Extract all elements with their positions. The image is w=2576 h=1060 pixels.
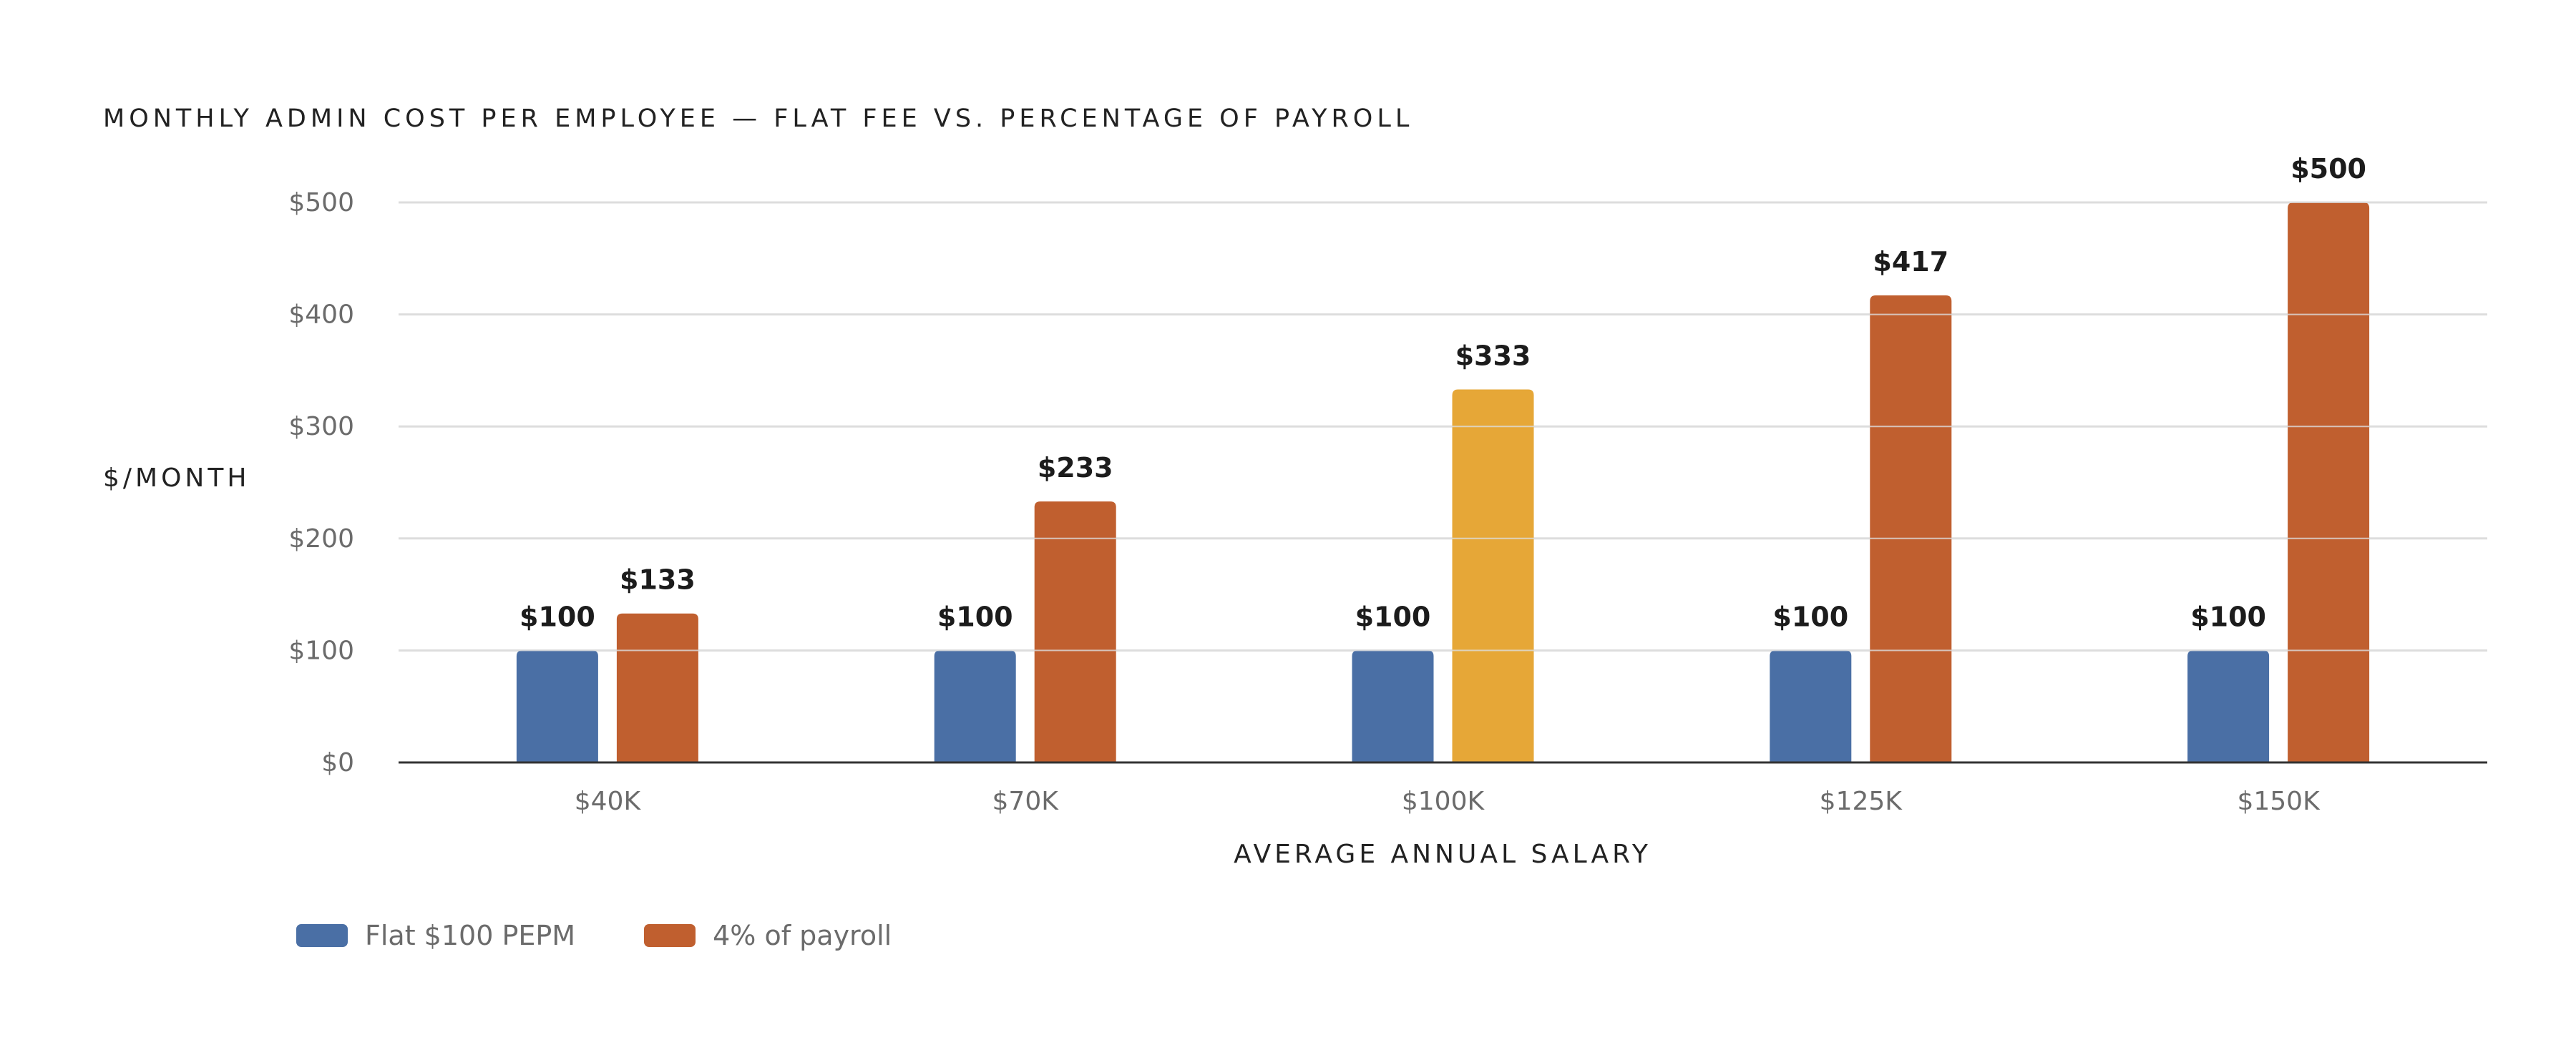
y-tick-label: $400 <box>288 300 354 330</box>
x-tick-label: $70K <box>992 787 1060 816</box>
x-axis-title: AVERAGE ANNUAL SALARY <box>1234 840 1652 869</box>
gridlines-overlay <box>399 202 2487 652</box>
legend-swatch-flat-fee <box>296 924 348 947</box>
legend-label-flat-fee: Flat $100 PEPM <box>365 920 576 951</box>
value-label: $417 <box>1873 246 1948 278</box>
bar <box>1870 295 1952 762</box>
y-tick-label: $300 <box>288 412 354 441</box>
chart-title: MONTHLY ADMIN COST PER EMPLOYEE — FLAT F… <box>103 104 1414 133</box>
bar <box>1770 650 1852 762</box>
value-labels: $100 $133 $100 $233 $100 $333 $100 $417 $100 $500 <box>519 153 2366 632</box>
value-label: $100 <box>937 601 1013 632</box>
value-label: $500 <box>2290 153 2366 185</box>
value-label: $233 <box>1038 452 1113 484</box>
value-label: $100 <box>519 601 595 632</box>
bar <box>2187 650 2270 762</box>
legend: Flat $100 PEPM 4% of payroll <box>296 920 892 951</box>
value-label: $133 <box>620 564 696 596</box>
bar <box>1452 389 1534 762</box>
value-label: $100 <box>1355 601 1431 632</box>
legend-swatch-percent-payroll <box>644 924 696 947</box>
value-label: $100 <box>2190 601 2266 632</box>
y-tick-label: $500 <box>288 188 354 217</box>
x-tick-label: $150K <box>2237 787 2321 816</box>
bar <box>616 613 698 762</box>
y-tick-label: $100 <box>288 636 354 665</box>
legend-item-percent-payroll: 4% of payroll <box>644 920 892 951</box>
y-tick-label: $200 <box>288 524 354 554</box>
y-axis-title: $/MONTH <box>103 463 250 493</box>
bar <box>1352 650 1434 762</box>
x-tick-label: $125K <box>1820 787 1903 816</box>
value-label: $333 <box>1455 340 1531 372</box>
x-axis-ticks: $40K $70K $100K $125K $150K <box>575 787 2321 816</box>
bar <box>516 650 598 762</box>
value-label: $100 <box>1772 601 1848 632</box>
x-tick-label: $100K <box>1402 787 1485 816</box>
y-tick-label: $0 <box>321 748 354 777</box>
legend-item-flat-fee: Flat $100 PEPM <box>296 920 575 951</box>
bar <box>1034 501 1116 762</box>
y-axis-ticks: $0 $100 $200 $300 $400 $500 <box>288 188 354 777</box>
bars <box>516 202 2370 762</box>
bar <box>2288 202 2370 762</box>
x-tick-label: $40K <box>575 787 642 816</box>
legend-label-percent-payroll: 4% of payroll <box>713 920 892 951</box>
bar <box>934 650 1016 762</box>
